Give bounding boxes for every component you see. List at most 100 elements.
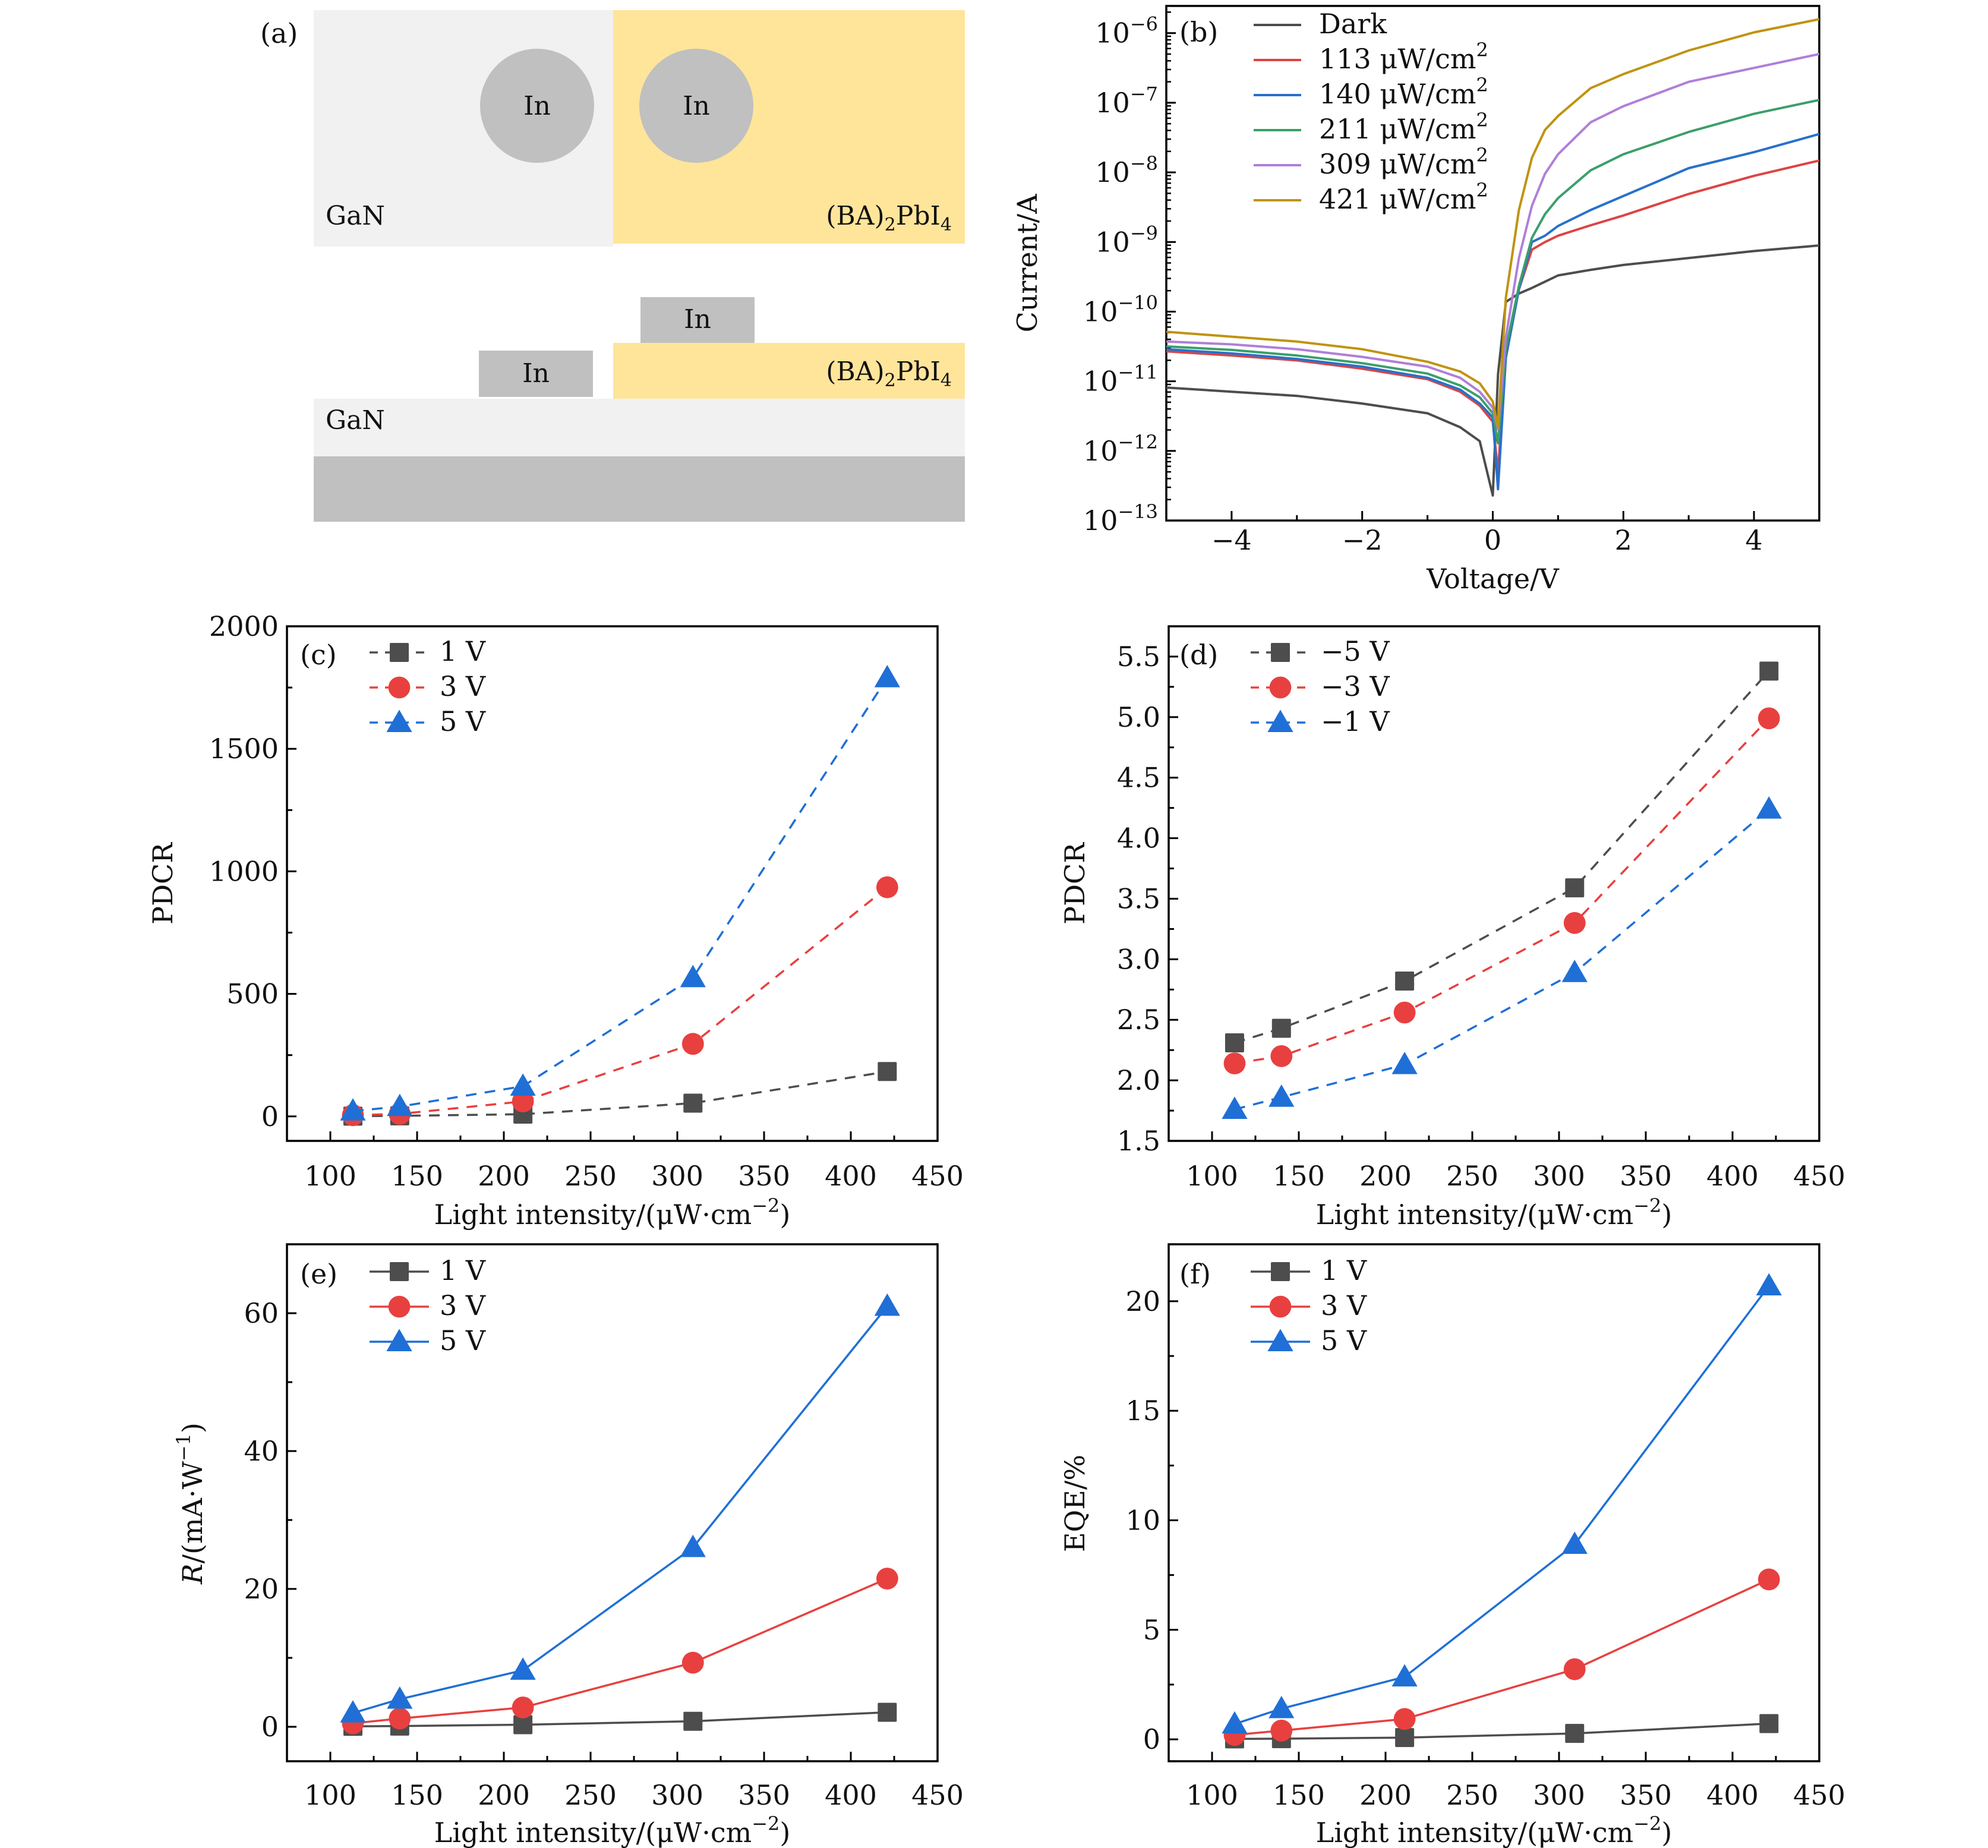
panel-label: (e) [300,1258,337,1290]
marker-triangle [1222,1096,1248,1119]
marker-square [1225,1033,1244,1052]
legend-label: 1 V [440,635,486,667]
y-tick-label: 3.0 [1117,943,1160,975]
legend-label: −1 V [1321,705,1390,737]
y-tick-label: 0 [261,1711,279,1743]
legend-item: 3 V [370,670,486,702]
y-tick-label: 5.0 [1117,701,1160,733]
chart-panel-f: 100 150 200 250 300 350 400 450 0 5 10 15 20 Light in… [1059,1243,1845,1848]
series-line-dark [1166,244,1819,497]
x-tick-label: 350 [738,1160,790,1192]
marker-square [513,1715,533,1735]
y-tick-label: 60 [244,1297,279,1329]
legend-item: 113 μW/cm2 [1254,39,1488,75]
legend-item: 211 μW/cm2 [1254,109,1488,145]
indium-label: In [522,358,550,389]
series-line-5-v [1234,1285,1770,1725]
x-tick-label: 450 [911,1779,964,1811]
series-line-5-v [352,1305,888,1714]
x-axis-title: Light intensity/(μW·cm−2) [1316,1194,1673,1231]
x-axis-title: Voltage/V [1426,563,1559,595]
panel-a-label: (a) [260,17,298,49]
legend-label: 309 μW/cm2 [1319,144,1488,180]
x-tick-label: 300 [1533,1779,1585,1811]
gan-label: GaN [326,405,385,436]
x-tick-label: 400 [825,1160,877,1192]
legend-item: 1 V [370,1254,486,1286]
x-tick-label: 150 [391,1779,443,1811]
marker-square [1271,1018,1291,1038]
marker-circle [512,1696,534,1718]
y-tick-label: 10−7 [1095,83,1158,119]
y-tick-label: 2.5 [1117,1004,1160,1036]
marker-circle [1270,1045,1293,1067]
marker-square [683,1711,703,1731]
y-axis-title: PDCR [147,842,179,925]
legend-item: 3 V [1251,1289,1367,1322]
x-tick-label: 100 [304,1160,356,1192]
marker-triangle [510,1657,536,1680]
panel-label: (c) [300,639,337,671]
marker-circle [1563,912,1586,934]
series-line-1-v [352,1070,888,1118]
y-tick-label: 20 [1125,1285,1160,1317]
legend-label: 3 V [440,1289,486,1322]
marker-triangle [1267,709,1293,732]
legend-label: −3 V [1321,670,1390,702]
legend-item: −1 V [1251,705,1390,737]
marker-circle [512,1090,534,1113]
marker-square [878,1702,897,1722]
marker-triangle [340,1700,366,1723]
marker-triangle [1561,1531,1588,1554]
x-axis-title: Light intensity/(μW·cm−2) [434,1812,791,1848]
plot-frame [1167,625,1820,1142]
y-tick-label: 3.5 [1117,882,1160,914]
legend-label: 421 μW/cm2 [1319,179,1488,215]
marker-square [390,1262,409,1281]
y-tick-label: 10−9 [1095,222,1158,258]
x-tick-label: 100 [1186,1160,1238,1192]
marker-circle [388,676,411,699]
x-tick-label: 200 [1359,1160,1412,1192]
marker-circle [1393,1001,1416,1024]
marker-circle [681,1651,704,1674]
marker-triangle [386,1329,412,1351]
legend-label: 1 V [440,1254,486,1286]
y-tick-label: 0 [261,1100,279,1133]
x-tick-label: 300 [1533,1160,1585,1192]
marker-square [683,1093,703,1113]
marker-triangle [386,709,412,732]
x-tick-label: 200 [1359,1779,1412,1811]
legend-item: 309 μW/cm2 [1254,144,1488,180]
marker-square [1271,1262,1290,1281]
x-tick-label: 4 [1745,524,1762,556]
indium-label: In [523,91,551,121]
indium-electrode-left-side [479,351,593,397]
plot-area [340,665,900,1127]
y-tick-label: 1000 [209,855,279,887]
x-tick-label: 0 [1484,524,1501,556]
marker-triangle [1268,1695,1295,1718]
panel-label: (f) [1179,1258,1211,1290]
plot-area [340,1293,900,1736]
x-tick-label: 200 [478,1779,530,1811]
plot-frame [1165,5,1820,522]
x-tick-label: 150 [1273,1779,1325,1811]
legend-item: 5 V [370,705,486,737]
y-tick-label: 20 [244,1573,279,1605]
series-line-5-v [352,677,888,1112]
x-tick-label: 400 [825,1779,877,1811]
marker-circle [1757,1568,1780,1591]
legend-label: Dark [1319,8,1387,40]
panel-a-schematic: (a) In In GaN (BA)2PbI4 In In GaN (BA)2P… [260,10,965,522]
series-line-3-v [352,886,888,1117]
legend-item: 5 V [1251,1324,1367,1357]
legend-item: Dark [1254,8,1387,40]
plot-frame [1167,1243,1820,1762]
perovskite-label: (BA)2PbI4 [826,201,952,235]
x-tick-label: 400 [1706,1779,1759,1811]
x-tick-label: 250 [1446,1160,1498,1192]
x-tick-label: 250 [564,1779,617,1811]
y-axis-title: R/(mA·W−1) [172,1423,209,1585]
y-tick-label: 10−13 [1083,500,1158,537]
